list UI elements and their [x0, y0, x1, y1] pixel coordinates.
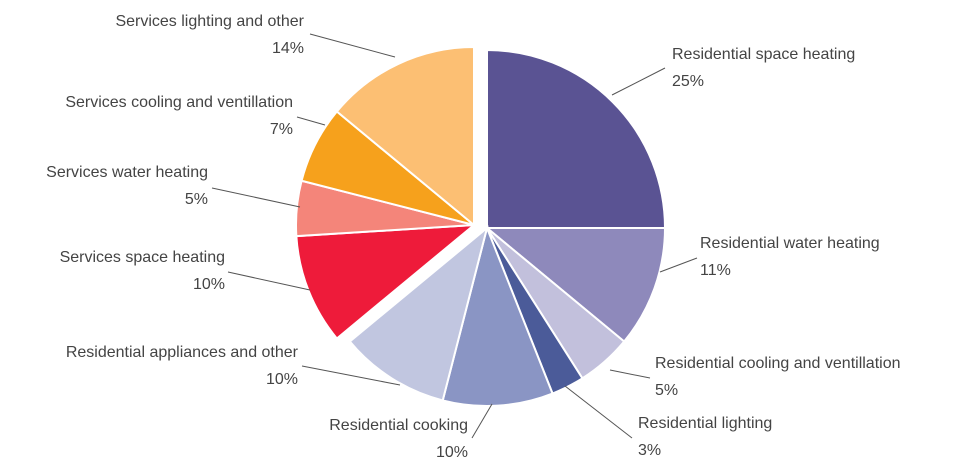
slice-value-label: 10% [266, 371, 298, 388]
slice-label: Residential lighting [638, 415, 772, 432]
pie-slice [441, 224, 554, 407]
slice-label: Residential space heating [672, 46, 855, 63]
leader-line [611, 67, 666, 96]
leader-line [659, 257, 698, 273]
slice-value-label: 10% [436, 444, 468, 460]
leader-line [471, 403, 493, 439]
leader-line [309, 33, 396, 58]
leader-line [301, 365, 401, 386]
slice-label: Residential water heating [700, 235, 880, 252]
pie-slice [484, 227, 667, 343]
leader-line [564, 385, 633, 439]
leader-line [211, 187, 301, 208]
pie-slice [295, 223, 478, 340]
slice-label: Residential appliances and other [66, 344, 299, 361]
slice-value-label: 3% [638, 442, 661, 459]
slice-value-label: 10% [193, 276, 225, 293]
slice-label: Services cooling and ventillation [65, 94, 293, 111]
leader-line [296, 116, 326, 126]
slice-label: Services water heating [46, 164, 208, 181]
pie-slice [486, 48, 667, 229]
leader-line [227, 271, 311, 291]
slice-value-label: 25% [672, 73, 704, 90]
slice-value-label: 5% [185, 191, 208, 208]
slice-value-label: 5% [655, 382, 678, 399]
leader-line [609, 369, 651, 379]
slice-label: Residential cooling and ventillation [655, 355, 901, 372]
slice-label: Services lighting and other [115, 13, 304, 30]
slice-value-label: 11% [700, 262, 731, 279]
slice-value-label: 7% [270, 121, 293, 138]
slice-label: Services space heating [60, 249, 225, 266]
slice-value-label: 14% [272, 40, 304, 57]
pie-slice [348, 225, 489, 402]
slice-label: Residential cooking [329, 417, 468, 434]
pie-slice [335, 45, 475, 228]
